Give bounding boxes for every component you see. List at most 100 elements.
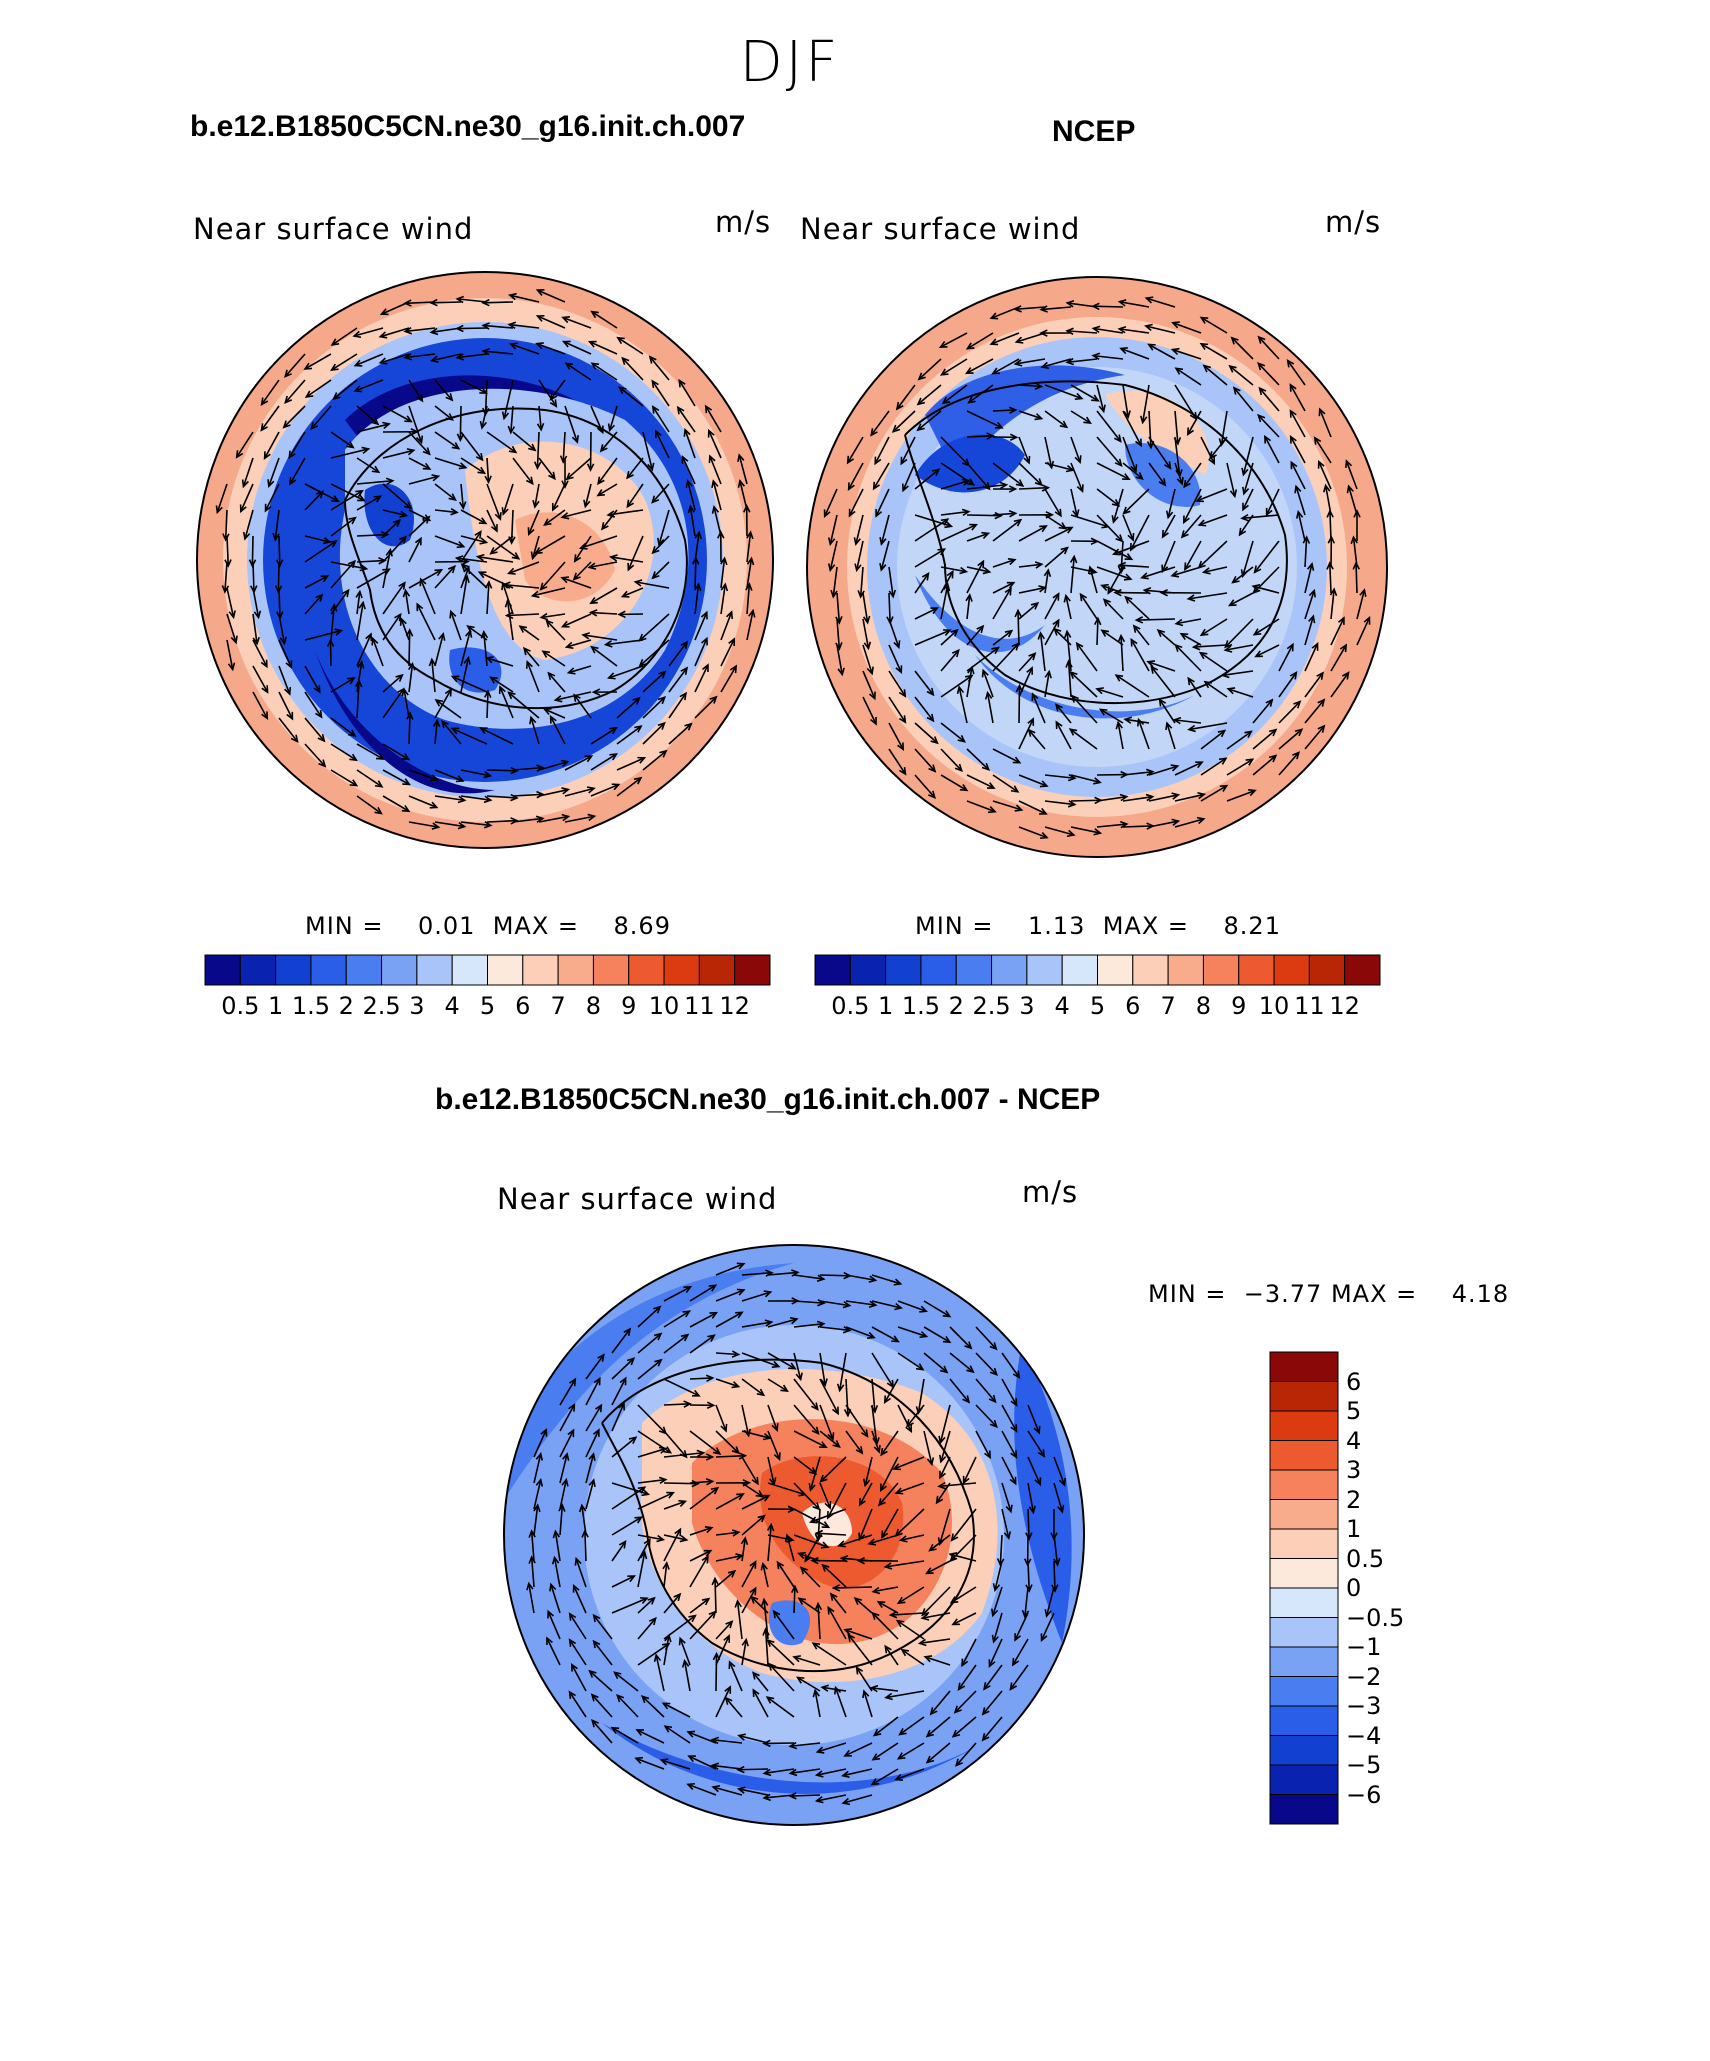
wind-vector-head	[1226, 687, 1236, 695]
wind-vector-head	[1009, 1476, 1017, 1486]
wind-vector	[708, 430, 722, 459]
wind-vector-head	[1179, 632, 1189, 640]
wind-vector-head	[498, 685, 506, 694]
wind-vector	[914, 607, 938, 620]
wind-vector-head	[1308, 588, 1316, 598]
wind-vector-head	[788, 1741, 798, 1750]
wind-vector-head	[792, 1655, 801, 1663]
wind-vector	[589, 561, 618, 569]
wind-vector	[547, 1611, 561, 1640]
wind-vector-head	[1311, 642, 1319, 651]
wind-vector	[1304, 725, 1325, 750]
wind-vector-head	[1025, 1532, 1033, 1541]
wind-vector	[1199, 652, 1228, 672]
wind-vector	[283, 405, 306, 428]
wind-vector-head	[791, 1269, 800, 1277]
wind-vector	[1203, 365, 1228, 386]
wind-vector	[819, 1300, 850, 1307]
wind-vector	[1224, 618, 1254, 648]
wind-vector-head	[987, 806, 997, 814]
wind-vector-head	[687, 504, 695, 514]
wind-vector	[486, 535, 520, 560]
wind-vector-head	[1067, 800, 1077, 808]
wind-vector	[1055, 721, 1072, 750]
wind-vector-head	[1257, 335, 1266, 344]
wind-vector	[584, 1530, 587, 1562]
wind-vector	[966, 462, 991, 490]
wind-vector	[1122, 436, 1137, 472]
wind-vector	[1024, 1586, 1029, 1617]
wind-vector	[1044, 462, 1074, 471]
wind-vector	[1122, 384, 1129, 418]
wind-vector	[486, 769, 518, 772]
wind-vector	[330, 717, 356, 737]
wind-vector	[533, 1453, 542, 1484]
wind-vector	[741, 1321, 772, 1328]
wind-vector-head	[590, 362, 600, 370]
colorbar-swatch	[1344, 954, 1381, 986]
wind-vector	[873, 1716, 899, 1737]
wind-vector	[858, 1508, 873, 1540]
wind-vector	[662, 1702, 691, 1718]
wind-vector	[1330, 617, 1345, 646]
wind-vector	[278, 587, 281, 619]
wind-vector-head	[872, 481, 880, 491]
wind-vector	[554, 1531, 561, 1562]
wind-vector-head	[906, 1419, 914, 1428]
wind-vector	[1096, 436, 1123, 467]
wind-vector-head	[724, 1685, 732, 1694]
wind-vector-head	[1257, 413, 1266, 423]
wind-vector	[1001, 1430, 1018, 1458]
wind-vector-head	[1228, 364, 1237, 373]
wind-vector-head	[434, 698, 444, 707]
wind-vector	[1096, 823, 1127, 828]
wind-vector	[304, 535, 331, 543]
wind-vector	[278, 665, 291, 695]
wind-vector	[830, 1593, 847, 1614]
wind-vector	[1356, 617, 1371, 646]
wind-vector	[1117, 722, 1124, 750]
wind-vector-head	[925, 1729, 935, 1738]
wind-vector-head	[379, 308, 389, 316]
wind-vector	[1174, 818, 1205, 828]
wind-vector	[741, 1456, 759, 1485]
wind-vector	[914, 696, 934, 722]
wind-vector	[1017, 610, 1020, 646]
wind-vector-head	[527, 527, 535, 536]
wind-vector	[767, 1482, 806, 1496]
wind-vector	[992, 519, 1022, 542]
wind-vector	[854, 1597, 873, 1614]
wind-vector	[885, 1560, 925, 1568]
wind-vector	[992, 358, 1020, 375]
wind-vector-head	[1140, 572, 1149, 580]
wind-vector-head	[1114, 434, 1122, 443]
wind-vector	[681, 456, 696, 485]
wind-vector	[1093, 354, 1124, 360]
wind-vector	[356, 795, 382, 815]
colorbar-swatch	[1269, 1676, 1339, 1707]
wind-vector	[1200, 784, 1228, 802]
wind-vector-head	[938, 1454, 947, 1464]
wind-vector	[1209, 436, 1228, 459]
wind-vector-head	[749, 1586, 757, 1596]
wind-vector-head	[746, 556, 755, 566]
wind-vector	[330, 677, 355, 693]
wind-vector-head	[1011, 1657, 1020, 1667]
wind-vector-head	[382, 568, 391, 576]
colorbar-tick-label: 0	[1346, 1574, 1362, 1602]
wind-vector-head	[643, 1537, 651, 1547]
wind-vector	[687, 1731, 717, 1744]
wind-vector	[1133, 625, 1150, 646]
wind-vector-head	[1034, 1477, 1042, 1487]
wind-vector-head	[637, 1486, 647, 1494]
wind-vector-head	[678, 1499, 688, 1507]
wind-vector-head	[267, 479, 275, 488]
wind-vector	[822, 1564, 847, 1588]
wind-vector-head	[419, 577, 427, 587]
wind-vector	[827, 1482, 847, 1519]
wind-vector-head	[634, 1516, 644, 1524]
wind-vector	[585, 1354, 605, 1380]
wind-vector-head	[749, 1560, 757, 1569]
wind-vector	[224, 509, 228, 541]
wind-vector	[793, 1482, 820, 1510]
